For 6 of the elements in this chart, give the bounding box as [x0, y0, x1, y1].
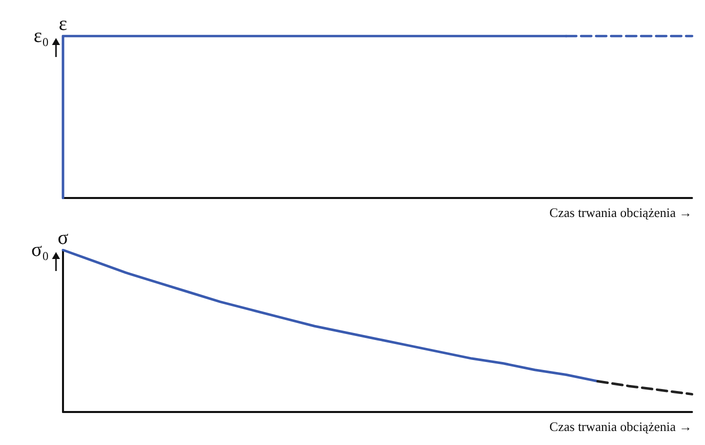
x-axis-title: Czas trwania obciążenia → — [549, 419, 692, 434]
x-axis-title: Czas trwania obciążenia → — [549, 205, 692, 220]
y-axis-title: σ — [58, 227, 69, 249]
y-axis-title: ε — [58, 13, 68, 35]
text: ε₀ — [34, 25, 50, 47]
text: σ₀ — [31, 239, 50, 261]
